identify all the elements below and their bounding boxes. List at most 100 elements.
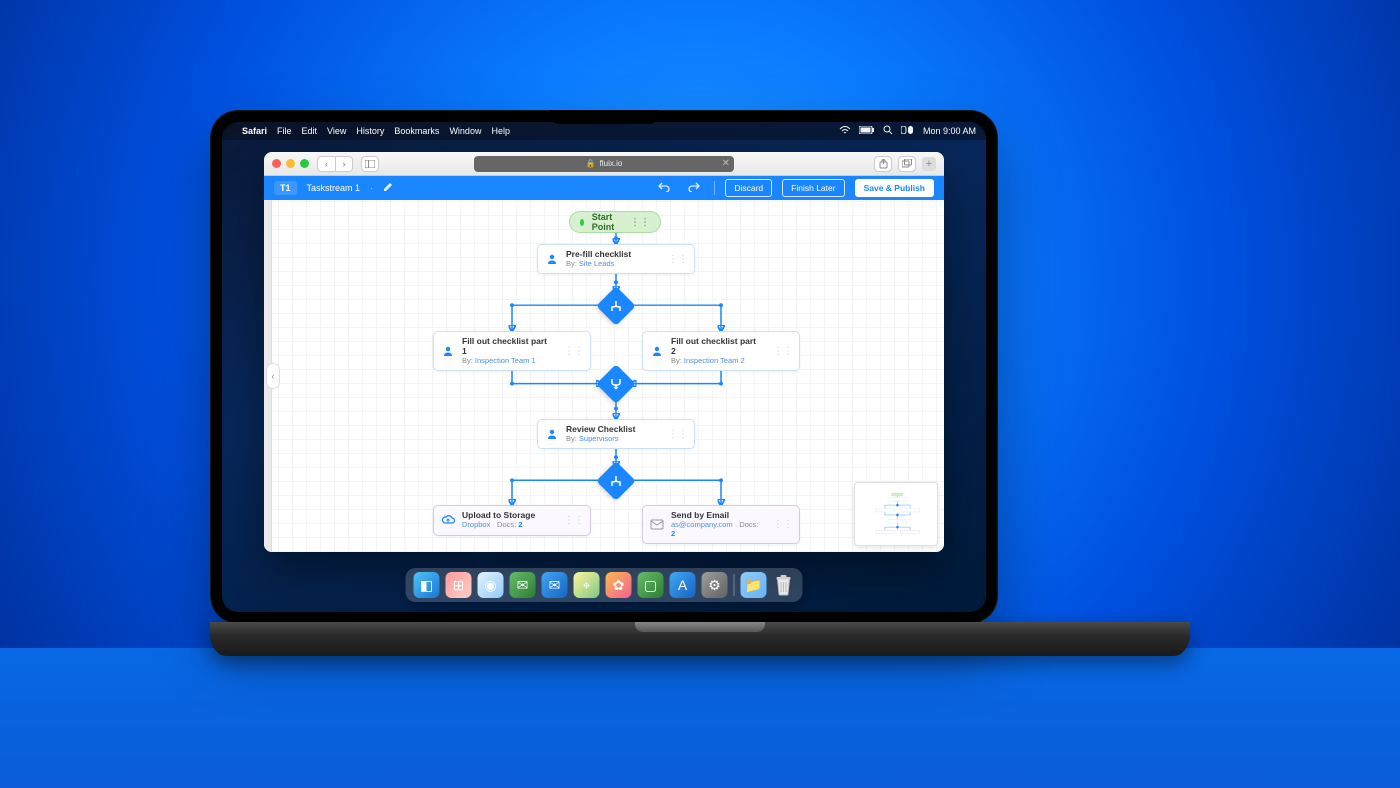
address-bar[interactable]: 🔒 fluix.io ✕: [474, 156, 734, 172]
close-window-button[interactable]: [272, 159, 281, 168]
node-subtitle: By: Site Leads: [566, 260, 631, 269]
share-button[interactable]: [874, 156, 892, 172]
dock-app-photos[interactable]: ✿: [606, 572, 632, 598]
drag-handle-icon[interactable]: ⋮⋮: [662, 429, 688, 440]
minimap[interactable]: [854, 482, 938, 546]
nav-back-forward: ‹ ›: [317, 156, 353, 172]
task-node-part1[interactable]: Fill out checklist part 1 By: Inspection…: [433, 331, 591, 371]
task-node-email[interactable]: Send by Email as@company.com · Docs: 2 ⋮…: [642, 505, 800, 544]
laptop-mockup: Safari File Edit View History Bookmarks …: [210, 110, 1190, 656]
new-tab-button[interactable]: +: [922, 157, 936, 171]
undo-button[interactable]: [654, 182, 674, 194]
forward-button[interactable]: ›: [335, 156, 353, 172]
node-subtitle: By: Inspection Team 2: [671, 357, 761, 366]
gateway-split2[interactable]: [602, 467, 630, 495]
laptop-notch: [549, 110, 659, 124]
start-label: Start Point: [592, 212, 616, 232]
merge-icon: [602, 370, 630, 398]
drag-handle-icon[interactable]: ⋮⋮: [558, 346, 584, 357]
save-publish-button[interactable]: Save & Publish: [855, 179, 934, 197]
menu-file[interactable]: File: [277, 126, 292, 136]
user-icon: [649, 343, 665, 359]
mail-icon: [649, 517, 665, 533]
safari-toolbar: ‹ › 🔒 fluix.io ✕: [264, 152, 944, 176]
node-subtitle: By: Supervisors: [566, 435, 635, 444]
laptop-hinge: [210, 622, 1190, 656]
drag-handle-icon[interactable]: ⋮⋮: [767, 519, 793, 530]
stop-reload-icon[interactable]: ✕: [722, 158, 730, 169]
macos-menubar: Safari File Edit View History Bookmarks …: [222, 122, 986, 140]
task-node-review[interactable]: Review Checklist By: Supervisors ⋮⋮: [537, 419, 695, 449]
user-icon: [544, 251, 560, 267]
menubar-app-name[interactable]: Safari: [242, 126, 267, 136]
dock-separator: [734, 574, 735, 596]
rename-button[interactable]: [383, 182, 393, 194]
dock-app-launchpad[interactable]: ⊞: [446, 572, 472, 598]
drag-handle-icon[interactable]: ⋮⋮: [630, 217, 650, 228]
menubar-clock[interactable]: Mon 9:00 AM: [923, 126, 976, 136]
branch-icon: [602, 292, 630, 320]
menu-edit[interactable]: Edit: [302, 126, 318, 136]
safari-window: ‹ › 🔒 fluix.io ✕: [264, 152, 944, 552]
wifi-icon[interactable]: [839, 126, 851, 137]
fluix-app: T1 Taskstream 1 ·: [264, 176, 944, 552]
dock-trash[interactable]: [773, 572, 795, 598]
traffic-lights: [272, 159, 309, 168]
node-title: Fill out checklist part 2: [671, 337, 761, 357]
sidebar-toggle-button[interactable]: [361, 156, 379, 172]
drag-handle-icon[interactable]: ⋮⋮: [767, 346, 793, 357]
menu-help[interactable]: Help: [491, 126, 510, 136]
flow-canvas[interactable]: ‹ Start Point ⋮⋮ Pre-fill checklist By: …: [264, 200, 944, 552]
cloud-icon: [440, 512, 456, 528]
node-title: Fill out checklist part 1: [462, 337, 552, 357]
lock-icon: 🔒: [586, 159, 596, 168]
flow-canvas-wrap: ‹ Start Point ⋮⋮ Pre-fill checklist By: …: [264, 200, 944, 552]
macos-dock: ◧⊞◉✉✉⌖✿▢A⚙📁: [406, 568, 803, 602]
start-dot-icon: [580, 219, 584, 226]
breadcrumb-separator: ·: [370, 183, 373, 193]
user-icon: [440, 343, 456, 359]
node-subtitle: as@company.com · Docs: 2: [671, 521, 761, 538]
dock-app-maps[interactable]: ⌖: [574, 572, 600, 598]
task-node-prefill[interactable]: Pre-fill checklist By: Site Leads ⋮⋮: [537, 244, 695, 274]
url-text: fluix.io: [600, 159, 623, 168]
dock-app-finder[interactable]: ◧: [414, 572, 440, 598]
menu-view[interactable]: View: [327, 126, 346, 136]
discard-button[interactable]: Discard: [725, 179, 772, 197]
menu-window[interactable]: Window: [449, 126, 481, 136]
dock-app-mail[interactable]: ✉: [542, 572, 568, 598]
task-node-upload[interactable]: Upload to Storage Dropbox · Docs: 2 ⋮⋮: [433, 505, 591, 535]
dock-app-facetime[interactable]: ▢: [638, 572, 664, 598]
drag-handle-icon[interactable]: ⋮⋮: [558, 515, 584, 526]
app-toolbar: T1 Taskstream 1 ·: [264, 176, 944, 200]
breadcrumb-title[interactable]: Taskstream 1: [307, 183, 361, 193]
task-node-part2[interactable]: Fill out checklist part 2 By: Inspection…: [642, 331, 800, 371]
redo-button[interactable]: [684, 182, 704, 194]
dock-app-safari[interactable]: ◉: [478, 572, 504, 598]
toolbar-divider: [714, 181, 715, 195]
battery-icon[interactable]: [859, 126, 875, 136]
minimize-window-button[interactable]: [286, 159, 295, 168]
breadcrumb-badge[interactable]: T1: [274, 181, 297, 195]
menu-history[interactable]: History: [356, 126, 384, 136]
branch-icon: [602, 467, 630, 495]
tabs-button[interactable]: [898, 156, 916, 172]
dock-app-appstore[interactable]: A: [670, 572, 696, 598]
gateway-merge[interactable]: [602, 370, 630, 398]
dock-app-messages[interactable]: ✉: [510, 572, 536, 598]
node-subtitle: Dropbox · Docs: 2: [462, 521, 535, 530]
gateway-split1[interactable]: [602, 292, 630, 320]
floor-gradient: [0, 648, 1400, 788]
collapse-sidebar-handle[interactable]: ‹: [266, 363, 280, 389]
drag-handle-icon[interactable]: ⋮⋮: [662, 254, 688, 265]
zoom-window-button[interactable]: [300, 159, 309, 168]
spotlight-icon[interactable]: [883, 125, 893, 137]
user-icon: [544, 426, 560, 442]
dock-app-settings[interactable]: ⚙: [702, 572, 728, 598]
menu-bookmarks[interactable]: Bookmarks: [394, 126, 439, 136]
start-node[interactable]: Start Point ⋮⋮: [569, 211, 661, 233]
control-center-icon[interactable]: [901, 126, 913, 136]
back-button[interactable]: ‹: [317, 156, 335, 172]
finish-later-button[interactable]: Finish Later: [782, 179, 844, 197]
dock-downloads-folder[interactable]: 📁: [741, 572, 767, 598]
